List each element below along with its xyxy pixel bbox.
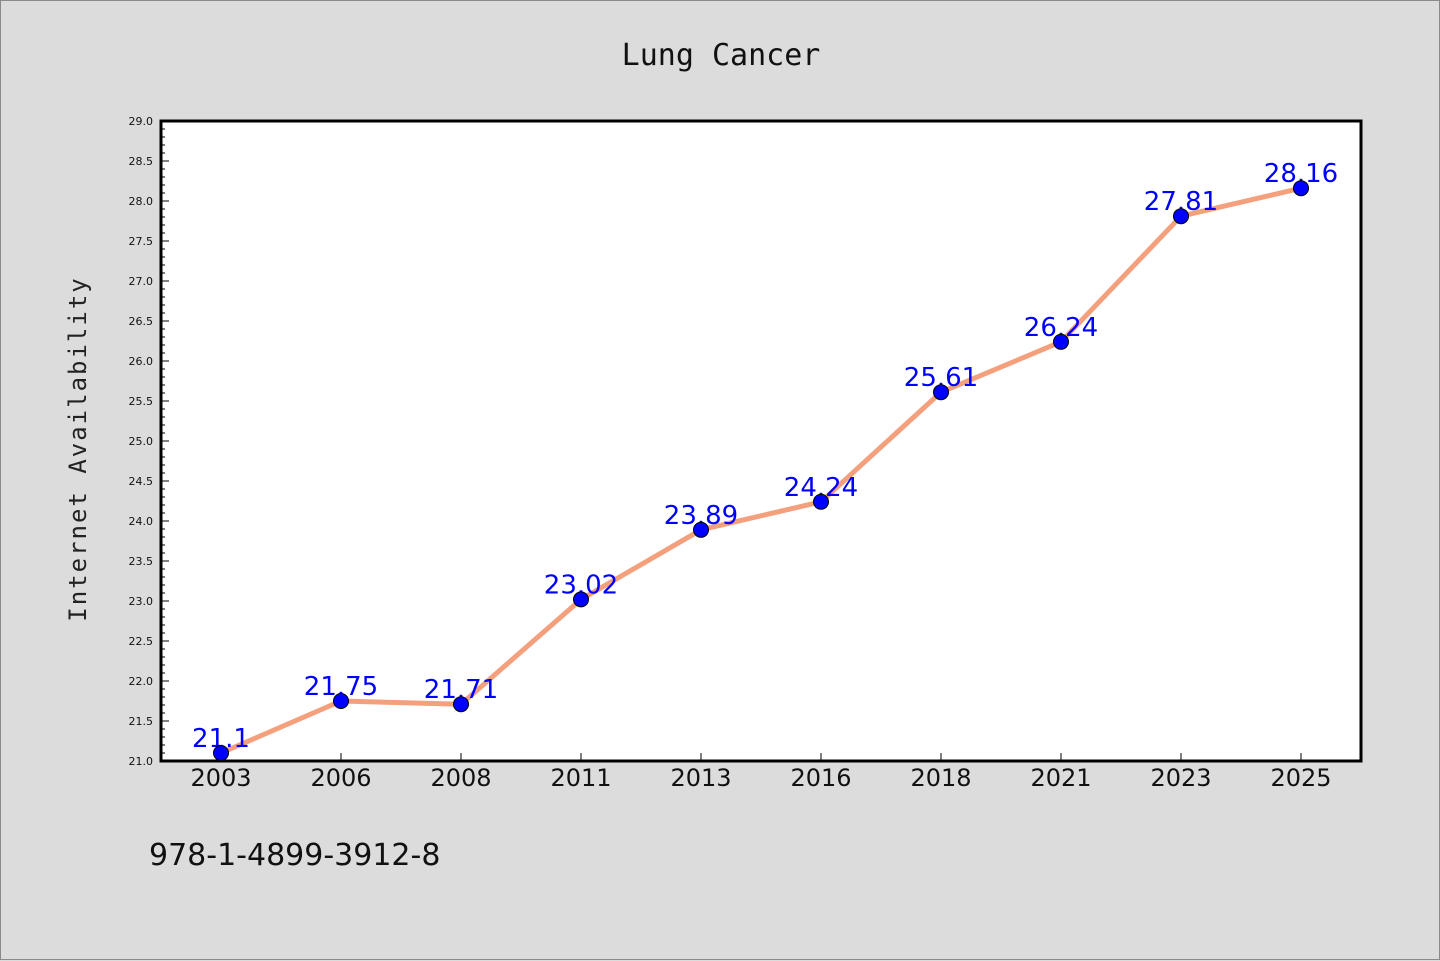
x-tick-label: 2018 (910, 764, 971, 792)
data-point (933, 384, 949, 401)
footer-code: 978-1-4899-3912-8 (149, 838, 440, 873)
y-tick-label: 27.5 (129, 235, 154, 248)
y-tick-label: 26.0 (129, 355, 154, 368)
x-axis: 2003 2006 2008 2011 2013 2016 2018 2021 2023 2025 (190, 753, 1332, 792)
x-tick-label: 2023 (1150, 764, 1211, 792)
y-tick-label: 26.5 (129, 315, 154, 328)
x-tick-label: 2021 (1030, 764, 1091, 792)
data-point (813, 493, 829, 510)
y-tick-label: 21.0 (129, 755, 154, 768)
plot-area (159, 119, 1363, 763)
chart-title: Lung Cancer (622, 38, 821, 73)
y-tick-label: 24.0 (129, 515, 154, 528)
y-tick-label: 21.5 (129, 715, 154, 728)
y-tick-label: 28.0 (129, 195, 154, 208)
y-axis: 21.0 21.5 22.0 22.5 23.0 23.5 24.0 24.5 25.0 25.5… (129, 115, 169, 768)
y-tick-label: 28.5 (129, 155, 154, 168)
data-point (333, 693, 349, 709)
x-tick-label: 2011 (550, 764, 611, 792)
y-tick-label: 25.0 (129, 435, 154, 448)
data-point (1173, 208, 1189, 225)
data-point (1053, 333, 1069, 350)
data-point (573, 591, 589, 608)
x-tick-label: 2013 (670, 764, 731, 792)
y-tick-label: 25.5 (129, 395, 154, 408)
x-tick-label: 2003 (190, 764, 251, 792)
x-tick-label: 2006 (310, 764, 371, 792)
x-tick-label: 2008 (430, 764, 491, 792)
y-tick-label: 27.0 (129, 275, 154, 288)
data-point (1293, 180, 1309, 197)
y-tick-label: 22.0 (129, 675, 154, 688)
data-point (693, 521, 709, 538)
x-tick-label: 2025 (1270, 764, 1331, 792)
y-tick-label: 29.0 (129, 115, 154, 128)
x-tick-label: 2016 (790, 764, 851, 792)
series-line (218, 185, 1304, 756)
series-group: 21.121.75 21.7123.0223.8924.2425.6126.242… (192, 159, 1338, 761)
y-tick-label: 23.0 (129, 595, 154, 608)
data-point (213, 745, 229, 761)
y-tick-label: 22.5 (129, 635, 154, 648)
y-tick-label: 24.5 (129, 475, 154, 488)
data-point (453, 696, 469, 713)
y-axis-label: Internet Availability (64, 276, 92, 621)
y-tick-label: 23.5 (129, 555, 154, 568)
